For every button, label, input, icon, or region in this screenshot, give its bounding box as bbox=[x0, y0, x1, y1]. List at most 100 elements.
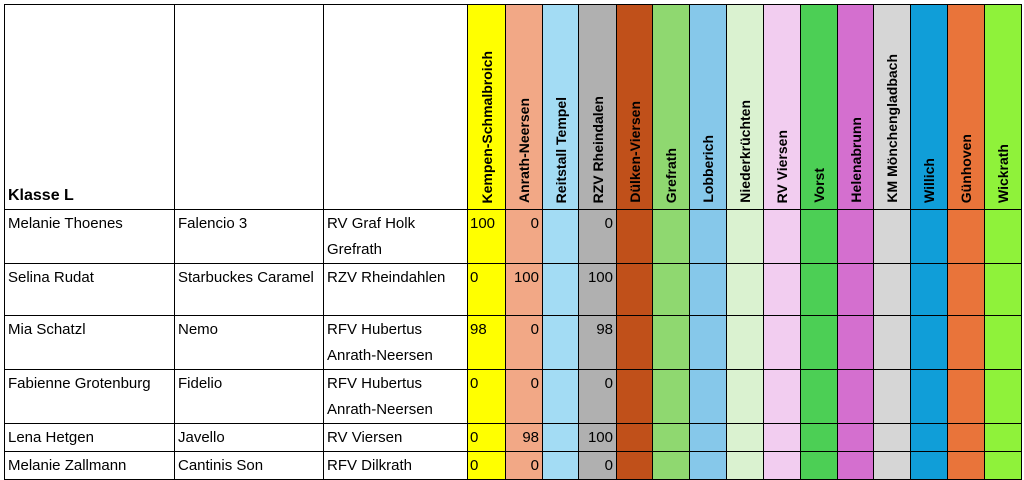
score-cell bbox=[910, 315, 948, 370]
score-cell: 0 bbox=[467, 451, 506, 480]
horse-name: Fidelio bbox=[174, 369, 324, 424]
score-cell bbox=[910, 369, 948, 424]
score-cell: 0 bbox=[578, 451, 617, 480]
club-column-header bbox=[323, 4, 468, 210]
venue-header: Kempen-Schmalbroich bbox=[467, 4, 506, 210]
score-cell: 98 bbox=[505, 423, 543, 452]
class-label: Klasse L bbox=[4, 4, 175, 210]
score-cell: 0 bbox=[578, 369, 617, 424]
club-name: RFV Hubertus Anrath-Neersen bbox=[323, 315, 468, 370]
table-row: Mia Schatzl Nemo RFV Hubertus Anrath-Neerse… bbox=[4, 315, 1022, 370]
score-cell bbox=[616, 315, 653, 370]
venue-name: Günhoven bbox=[958, 133, 974, 203]
venue-header: RV Viersen bbox=[763, 4, 801, 210]
score-cell bbox=[873, 263, 911, 316]
score-cell bbox=[726, 369, 764, 424]
table-row: Lena Hetgen Javello RV Viersen 0 98 100 bbox=[4, 423, 1022, 452]
score-cell bbox=[800, 451, 838, 480]
venue-header: Günhoven bbox=[947, 4, 985, 210]
horse-column-header bbox=[174, 4, 324, 210]
score-cell: 0 bbox=[467, 263, 506, 316]
venue-name: Lobberich bbox=[700, 135, 716, 203]
club-name: RV Graf Holk Grefrath bbox=[323, 209, 468, 264]
rider-name: Fabienne Grotenburg bbox=[4, 369, 175, 424]
score-cell bbox=[837, 209, 874, 264]
score-cell bbox=[910, 423, 948, 452]
table-row: Melanie Thoenes Falencio 3 RV Graf Holk Gre… bbox=[4, 209, 1022, 264]
score-cell bbox=[837, 451, 874, 480]
club-line: RV Graf Holk bbox=[327, 215, 416, 232]
score-cell: 0 bbox=[578, 209, 617, 264]
horse-name: Starbuckes Caramel bbox=[174, 263, 324, 316]
venue-header: Anrath-Neersen bbox=[505, 4, 543, 210]
score-cell bbox=[689, 263, 727, 316]
score-cell bbox=[542, 423, 579, 452]
score-cell bbox=[984, 369, 1022, 424]
rider-name: Selina Rudat bbox=[4, 263, 175, 316]
score-cell bbox=[984, 315, 1022, 370]
rider-name: Melanie Thoenes bbox=[4, 209, 175, 264]
venue-name: Vorst bbox=[811, 168, 827, 203]
score-cell bbox=[837, 315, 874, 370]
score-cell bbox=[947, 209, 985, 264]
score-cell bbox=[689, 209, 727, 264]
score-cell bbox=[542, 209, 579, 264]
score-cell bbox=[652, 209, 690, 264]
score-cell: 100 bbox=[578, 423, 617, 452]
score-cell bbox=[616, 209, 653, 264]
score-cell bbox=[763, 369, 801, 424]
rider-name: Mia Schatzl bbox=[4, 315, 175, 370]
score-cell bbox=[800, 423, 838, 452]
venue-name: Dülken-Viersen bbox=[626, 101, 643, 203]
venue-header: RZV Rheindalen bbox=[578, 4, 617, 210]
club-name: RZV Rheindahlen bbox=[323, 263, 468, 316]
club-name: RV Viersen bbox=[323, 423, 468, 452]
venue-header: Vorst bbox=[800, 4, 838, 210]
score-cell: 98 bbox=[578, 315, 617, 370]
club-line: Grefrath bbox=[327, 241, 383, 258]
venue-name: Niederkrüchten bbox=[737, 100, 753, 203]
score-cell bbox=[616, 451, 653, 480]
score-cell bbox=[689, 451, 727, 480]
rider-name: Lena Hetgen bbox=[4, 423, 175, 452]
score-cell bbox=[910, 451, 948, 480]
score-cell bbox=[542, 451, 579, 480]
venue-header: Dülken-Viersen bbox=[616, 4, 653, 210]
score-cell: 98 bbox=[467, 315, 506, 370]
score-cell bbox=[652, 315, 690, 370]
score-cell bbox=[652, 423, 690, 452]
horse-name: Javello bbox=[174, 423, 324, 452]
club-name: RFV Dilkrath bbox=[323, 451, 468, 480]
score-cell bbox=[726, 315, 764, 370]
horse-name: Falencio 3 bbox=[174, 209, 324, 264]
horse-name: Nemo bbox=[174, 315, 324, 370]
venue-name: RZV Rheindalen bbox=[589, 95, 606, 203]
venue-header: Helenabrunn bbox=[837, 4, 874, 210]
venue-name: Grefrath bbox=[663, 147, 679, 203]
club-line: RV Viersen bbox=[327, 429, 403, 446]
venue-name: KM Mönchengladbach bbox=[884, 54, 900, 203]
score-cell bbox=[763, 451, 801, 480]
venue-header: KM Mönchengladbach bbox=[873, 4, 911, 210]
club-line: RFV Hubertus bbox=[327, 321, 423, 338]
score-cell bbox=[873, 315, 911, 370]
club-line: RFV Hubertus bbox=[327, 375, 423, 392]
score-cell bbox=[763, 209, 801, 264]
score-cell bbox=[910, 209, 948, 264]
score-cell bbox=[689, 315, 727, 370]
score-cell bbox=[873, 209, 911, 264]
club-line: RFV Dilkrath bbox=[327, 457, 413, 474]
score-cell bbox=[873, 423, 911, 452]
venue-name: Anrath-Neersen bbox=[516, 97, 532, 203]
club-line: Anrath-Neersen bbox=[327, 401, 433, 418]
score-cell bbox=[726, 209, 764, 264]
table-row: Melanie Zallmann Cantinis Son RFV Dilkrath… bbox=[4, 451, 1022, 480]
score-cell bbox=[947, 263, 985, 316]
score-cell bbox=[947, 423, 985, 452]
score-cell bbox=[800, 263, 838, 316]
score-cell bbox=[763, 315, 801, 370]
score-cell bbox=[652, 451, 690, 480]
score-cell bbox=[689, 369, 727, 424]
score-cell bbox=[947, 369, 985, 424]
score-cell: 100 bbox=[505, 263, 543, 316]
